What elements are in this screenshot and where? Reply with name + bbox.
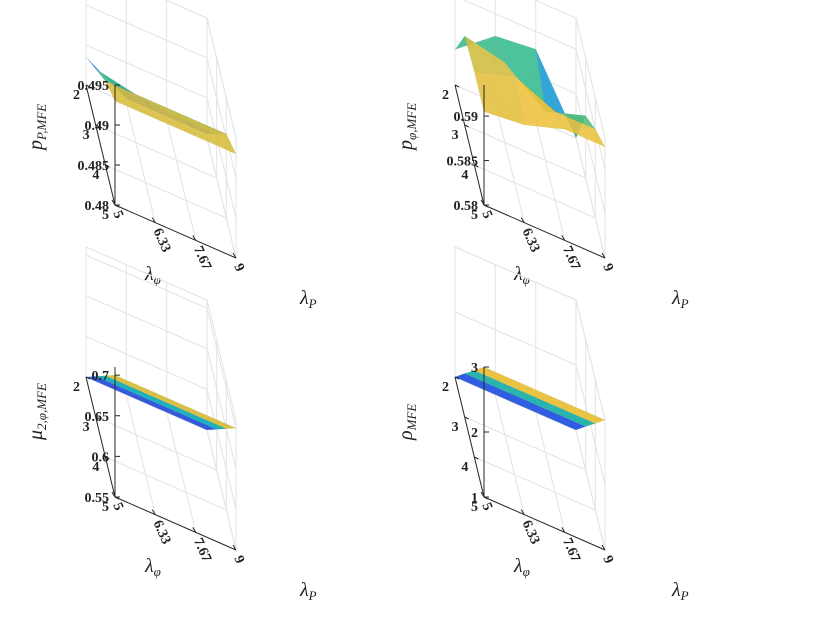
z-axis-label: μ2,φ,MFE — [25, 383, 49, 441]
surface — [85, 374, 237, 431]
z-tick-label: 0.7 — [92, 369, 110, 384]
x-tick-label: 9 — [599, 554, 616, 566]
surface — [85, 56, 237, 155]
y-axis-line — [454, 376, 485, 498]
x-tick-label: 6.33 — [150, 226, 174, 254]
x-axis-label: λP — [299, 287, 317, 311]
z-axis-label: pP,MFE — [25, 104, 49, 152]
z-tick-label: 0.49 — [85, 119, 110, 134]
y-axis-label: λφ — [144, 555, 161, 579]
x-axis-line — [483, 204, 606, 259]
x-tick-label: 5 — [478, 501, 495, 513]
z-tick-label: 0.485 — [78, 159, 110, 174]
y-tick-label: 3 — [452, 128, 459, 143]
x-tick-label: 9 — [230, 554, 247, 566]
surface-patch-2-1 — [145, 392, 196, 412]
y-tick-label: 4 — [92, 460, 99, 475]
z-tick-label: 0.6 — [92, 450, 110, 465]
x-tick-label: 6.33 — [150, 518, 174, 546]
z-tick-label: 0.495 — [78, 79, 110, 94]
x-tick-label: 6.33 — [519, 518, 543, 546]
surface-patch-2-0 — [105, 374, 156, 394]
z-axis-label: ρMFE — [395, 404, 419, 441]
z-axis-label: pφ,MFE — [395, 103, 419, 152]
x-tick-label: 7.67 — [190, 536, 214, 564]
z-tick-label: 0.59 — [454, 110, 479, 125]
surface-patch-2-0 — [473, 366, 525, 389]
surface-patch-2-0 — [104, 80, 156, 120]
surface-patch-2-0 — [474, 71, 525, 126]
y-tick-label: 2 — [442, 88, 449, 103]
x-tick-label: 5 — [109, 501, 126, 513]
x-tick-label: 6.33 — [519, 226, 543, 254]
x-tick-label: 9 — [230, 262, 247, 274]
x-axis-line — [114, 496, 237, 551]
y-tick-label: 3 — [83, 420, 90, 435]
surface-plot-2: 0.58 0.585 0.59 2 3 4 5 5 6.33 7.67 9 pφ,MFE λφ λP — [395, 0, 689, 311]
y-tick-label: 5 — [102, 208, 109, 223]
y-tick-label: 5 — [471, 500, 478, 515]
x-axis-line — [114, 204, 237, 259]
y-tick-label: 5 — [471, 208, 478, 223]
x-tick-label: 5 — [478, 209, 495, 221]
y-tick-label: 5 — [102, 500, 109, 515]
y-tick-label: 2 — [442, 380, 449, 395]
x-tick-label: 7.67 — [559, 244, 583, 272]
x-tick-label: 5 — [109, 209, 126, 221]
x-tick-label: 7.67 — [190, 244, 214, 272]
y-tick-label: 4 — [461, 460, 468, 475]
surface-patch-2-2 — [186, 410, 237, 430]
z-tick-label: 0.55 — [85, 491, 110, 506]
y-axis-label: λφ — [144, 263, 161, 287]
z-tick-label: 1 — [471, 491, 478, 506]
surface — [454, 35, 606, 148]
z-tick-label: 2 — [471, 426, 478, 441]
y-tick-label: 2 — [73, 380, 80, 395]
y-tick-label: 3 — [83, 128, 90, 143]
surface — [454, 366, 606, 431]
x-axis-label: λP — [671, 579, 689, 603]
x-axis-label: λP — [299, 579, 317, 603]
z-tick-label: 0.585 — [447, 155, 479, 170]
y-axis-line — [85, 376, 116, 498]
y-tick-label: 4 — [92, 168, 99, 183]
y-axis-line — [454, 84, 485, 206]
x-tick-label: 9 — [599, 262, 616, 274]
z-tick-label: 3 — [471, 361, 478, 376]
x-tick-label: 7.67 — [559, 536, 583, 564]
y-axis-label: λφ — [513, 263, 530, 287]
y-axis-label: λφ — [513, 555, 530, 579]
x-axis-line — [483, 496, 606, 551]
y-tick-label: 4 — [461, 168, 468, 183]
z-tick-label: 0.58 — [454, 199, 479, 214]
y-tick-label: 2 — [73, 88, 80, 103]
z-tick-label: 0.48 — [85, 199, 110, 214]
y-axis-line — [85, 84, 116, 206]
y-tick-label: 3 — [452, 420, 459, 435]
x-axis-label: λP — [671, 287, 689, 311]
